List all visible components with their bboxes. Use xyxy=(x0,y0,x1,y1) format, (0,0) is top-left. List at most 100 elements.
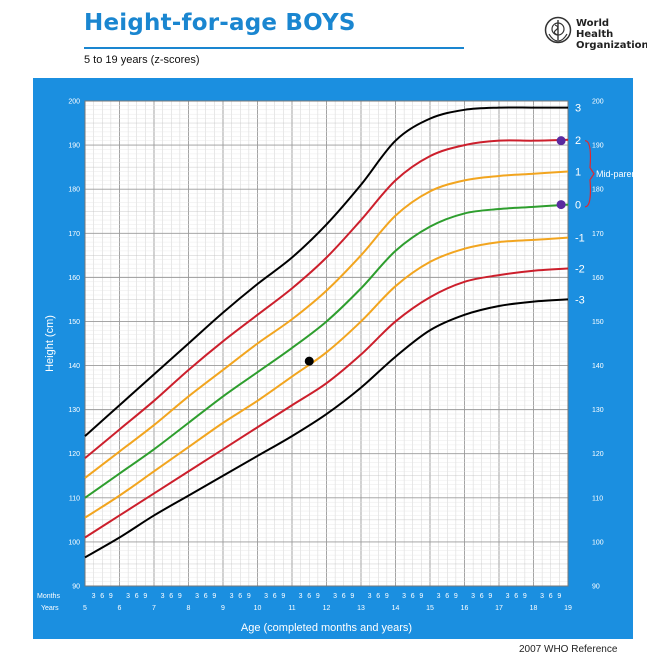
x-month-tick-label: 3 xyxy=(264,593,268,600)
x-month-tick-label: 9 xyxy=(454,593,458,600)
x-month-tick-label: 9 xyxy=(557,593,561,600)
y-tick-label-right: 100 xyxy=(592,539,604,546)
child-measurement-marker xyxy=(304,356,314,366)
x-year-tick-label: 5 xyxy=(83,605,87,612)
plot-border xyxy=(84,100,569,587)
x-month-tick-label: 3 xyxy=(161,593,165,600)
x-month-tick-label: 9 xyxy=(385,593,389,600)
mid-parent-bracket xyxy=(584,140,595,208)
y-tick-label-right: 200 xyxy=(592,99,604,106)
y-tick-label-left: 110 xyxy=(69,495,80,502)
x-month-tick-label: 3 xyxy=(126,593,130,600)
y-tick-label-right: 190 xyxy=(592,143,604,150)
y-tick-label-right: 130 xyxy=(592,407,604,414)
z-score-curve-2 xyxy=(84,138,569,459)
z-score-curve-3 xyxy=(84,106,568,437)
x-month-tick-label: 6 xyxy=(100,593,104,600)
z-score-label: -2 xyxy=(575,264,585,276)
x-month-tick-label: 9 xyxy=(178,593,182,600)
x-year-tick-label: 7 xyxy=(152,605,156,612)
z-score-curve--3 xyxy=(84,298,569,559)
y-tick-label-right: 140 xyxy=(592,363,604,370)
z-score-curve--1 xyxy=(84,236,569,519)
x-month-tick-label: 3 xyxy=(299,593,303,600)
x-month-tick-label: 6 xyxy=(307,593,311,600)
x-year-tick-label: 15 xyxy=(426,605,434,612)
parent-height-marker xyxy=(556,136,566,146)
x-year-tick-label: 11 xyxy=(288,605,295,612)
footer-reference: 2007 WHO Reference xyxy=(519,644,618,655)
title-rule xyxy=(84,47,464,49)
y-tick-label-left: 90 xyxy=(72,584,80,591)
y-tick-label-left: 120 xyxy=(68,451,80,458)
x-month-tick-label: 3 xyxy=(540,593,544,600)
x-year-tick-label: 16 xyxy=(461,605,469,612)
x-month-tick-label: 6 xyxy=(480,593,484,600)
z-score-curve-1 xyxy=(84,170,569,479)
z-score-label: 1 xyxy=(575,167,581,179)
x-month-tick-label: 6 xyxy=(204,593,208,600)
y-tick-label-left: 150 xyxy=(68,319,80,326)
x-year-tick-label: 18 xyxy=(530,605,538,612)
z-score-label: -3 xyxy=(575,294,585,306)
x-month-tick-label: 9 xyxy=(523,593,527,600)
x-month-tick-label: 3 xyxy=(471,593,475,600)
x-month-tick-label: 3 xyxy=(402,593,406,600)
who-logo-icon xyxy=(544,16,572,44)
y-tick-label-left: 170 xyxy=(68,231,80,238)
x-axis-title: Age (completed months and years) xyxy=(241,622,412,634)
x-year-tick-label: 17 xyxy=(495,605,503,612)
x-month-tick-label: 9 xyxy=(316,593,320,600)
x-years-row-label: Years xyxy=(41,605,59,612)
x-year-tick-label: 14 xyxy=(392,605,400,612)
x-year-tick-label: 10 xyxy=(254,605,262,612)
y-tick-label-right: 180 xyxy=(592,187,604,194)
x-month-tick-label: 3 xyxy=(92,593,96,600)
page-title: Height-for-age BOYS xyxy=(84,10,356,36)
x-month-tick-label: 6 xyxy=(342,593,346,600)
x-month-tick-label: 9 xyxy=(350,593,354,600)
x-year-tick-label: 8 xyxy=(187,605,191,612)
y-tick-label-right: 150 xyxy=(592,319,604,326)
x-month-tick-label: 9 xyxy=(143,593,147,600)
y-tick-label-right: 110 xyxy=(592,495,603,502)
y-tick-label-left: 190 xyxy=(68,143,80,150)
x-year-tick-label: 6 xyxy=(118,605,122,612)
z-score-curve-0 xyxy=(84,203,569,499)
x-month-tick-label: 9 xyxy=(212,593,216,600)
y-tick-label-right: 90 xyxy=(592,584,600,591)
y-tick-label-left: 130 xyxy=(68,407,80,414)
z-score-label: 2 xyxy=(575,135,581,147)
x-month-tick-label: 6 xyxy=(238,593,242,600)
x-month-tick-label: 3 xyxy=(230,593,234,600)
x-month-tick-label: 6 xyxy=(445,593,449,600)
x-month-tick-label: 9 xyxy=(488,593,492,600)
organization-name: World Health Organization xyxy=(576,18,647,51)
y-tick-label-right: 120 xyxy=(592,451,604,458)
parent-height-marker xyxy=(556,200,566,210)
x-month-tick-label: 3 xyxy=(333,593,337,600)
x-month-tick-label: 6 xyxy=(411,593,415,600)
x-month-tick-label: 6 xyxy=(169,593,173,600)
x-month-tick-label: 9 xyxy=(109,593,113,600)
z-score-label: -1 xyxy=(575,233,585,245)
z-score-curve--2 xyxy=(84,267,569,539)
y-tick-label-left: 180 xyxy=(68,187,80,194)
x-year-tick-label: 13 xyxy=(357,605,365,612)
x-month-tick-label: 6 xyxy=(514,593,518,600)
z-score-label: 0 xyxy=(575,200,581,212)
x-month-tick-label: 9 xyxy=(419,593,423,600)
x-year-tick-label: 9 xyxy=(221,605,225,612)
x-month-tick-label: 3 xyxy=(368,593,372,600)
x-month-tick-label: 9 xyxy=(281,593,285,600)
y-axis-title: Height (cm) xyxy=(44,315,56,372)
x-months-row-label: Months xyxy=(37,593,60,600)
x-month-tick-label: 9 xyxy=(247,593,251,600)
x-month-tick-label: 6 xyxy=(273,593,277,600)
x-month-tick-label: 3 xyxy=(506,593,510,600)
x-month-tick-label: 6 xyxy=(135,593,139,600)
y-tick-label-right: 170 xyxy=(592,231,604,238)
y-tick-label-left: 100 xyxy=(68,539,80,546)
x-year-tick-label: 12 xyxy=(323,605,331,612)
